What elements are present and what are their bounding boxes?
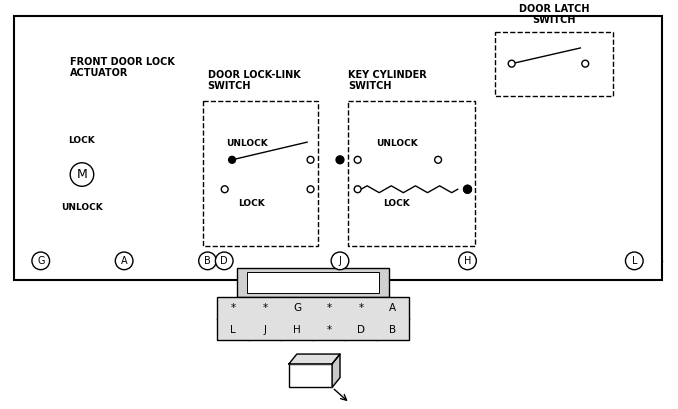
Text: L: L [231,324,236,335]
Circle shape [115,252,133,270]
Text: LOCK: LOCK [68,136,96,145]
Circle shape [626,252,643,270]
Text: G: G [37,256,45,266]
Text: M: M [77,168,87,181]
Text: B: B [389,324,396,335]
Text: LOCK: LOCK [238,199,265,208]
Text: UNLOCK: UNLOCK [61,203,103,212]
Text: *: * [358,303,363,313]
Bar [495,32,613,96]
Circle shape [221,186,228,193]
Polygon shape [289,354,340,364]
Circle shape [71,163,94,186]
Text: UNLOCK: UNLOCK [376,139,418,148]
Text: UNLOCK: UNLOCK [226,139,268,148]
Circle shape [228,156,235,163]
Text: *: * [231,303,236,313]
Text: A: A [389,303,396,313]
Circle shape [216,252,233,270]
Text: J: J [338,256,342,266]
Text: J: J [264,324,266,335]
Bar [237,268,389,297]
Circle shape [464,185,471,193]
Circle shape [307,156,314,163]
Text: *: * [326,303,332,313]
Circle shape [354,186,361,193]
Text: G: G [293,303,301,313]
Circle shape [32,252,49,270]
Circle shape [508,60,515,67]
Text: DOOR LOCK-LINK
SWITCH: DOOR LOCK-LINK SWITCH [207,70,300,91]
Text: *: * [326,324,332,335]
Circle shape [354,156,361,163]
Text: D: D [220,256,228,266]
Text: A: A [121,256,127,266]
Circle shape [435,156,441,163]
Bar [218,297,409,340]
Circle shape [464,185,471,193]
Text: KEY CYLINDER
SWITCH: KEY CYLINDER SWITCH [348,70,426,91]
Text: FRONT DOOR LOCK
ACTUATOR: FRONT DOOR LOCK ACTUATOR [71,57,175,79]
Circle shape [307,186,314,193]
Text: DOOR LATCH
SWITCH: DOOR LATCH SWITCH [519,4,589,25]
Bar [247,272,379,293]
Circle shape [331,252,348,270]
Text: LOCK: LOCK [384,199,410,208]
Circle shape [459,252,477,270]
Bar [14,16,662,281]
Text: H: H [464,256,471,266]
Text: B: B [204,256,211,266]
Circle shape [199,252,216,270]
Bar [203,101,319,246]
Text: H: H [293,324,301,335]
Text: *: * [262,303,268,313]
Text: L: L [631,256,637,266]
Bar [289,364,332,387]
Circle shape [582,60,589,67]
Circle shape [336,156,344,164]
Text: D: D [357,324,365,335]
Polygon shape [332,354,340,387]
Bar [348,101,475,246]
